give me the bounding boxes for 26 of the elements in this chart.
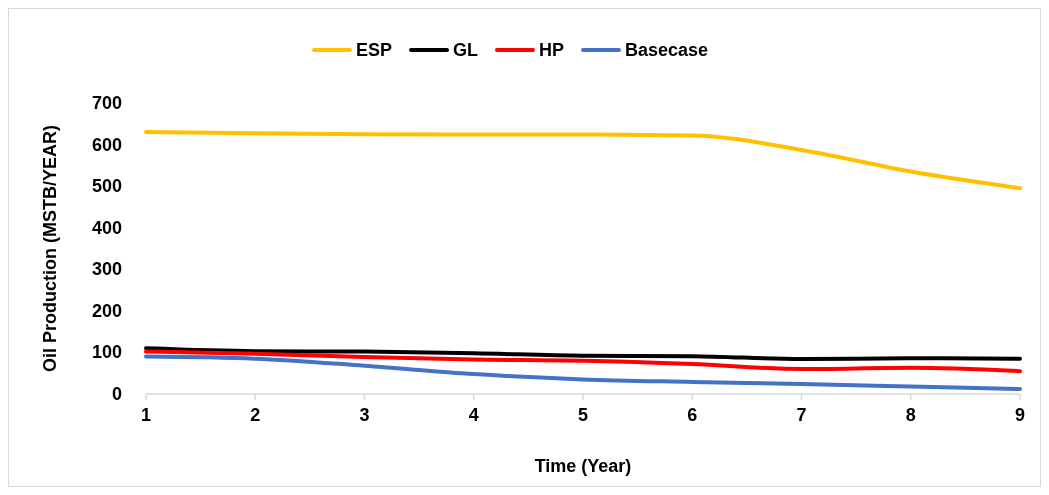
y-tick-label: 200 — [91, 300, 122, 321]
x-tick-label: 2 — [250, 405, 261, 425]
line-series — [144, 349, 1022, 374]
y-tick-label: 500 — [91, 176, 122, 197]
x-tick-label: 7 — [796, 405, 807, 425]
x-axis-title: Time (Year) — [534, 456, 632, 476]
legend-label: Basecase — [625, 40, 709, 60]
legend-label: HP — [539, 40, 565, 60]
line-series — [144, 130, 1022, 191]
y-tick-label: 100 — [91, 342, 122, 363]
x-tick-label: 8 — [905, 405, 916, 425]
line-series — [144, 346, 1022, 362]
y-tick-label: 300 — [91, 259, 122, 280]
x-tick-label: 1 — [140, 405, 152, 425]
x-tick-label: 9 — [1014, 405, 1026, 425]
y-axis-title: Oil Production (MSTB/YEAR) — [40, 125, 60, 372]
x-tick-label: 3 — [359, 405, 370, 425]
legend-label: ESP — [356, 40, 393, 60]
x-tick-label: 5 — [577, 405, 589, 425]
x-tick-label: 6 — [687, 405, 698, 425]
legend-label: GL — [453, 40, 478, 60]
y-tick-label: 0 — [111, 384, 122, 404]
x-tick-label: 4 — [468, 405, 479, 425]
y-tick-label: 400 — [91, 217, 122, 238]
y-tick-label: 700 — [91, 93, 122, 113]
y-tick-label: 600 — [91, 134, 122, 155]
